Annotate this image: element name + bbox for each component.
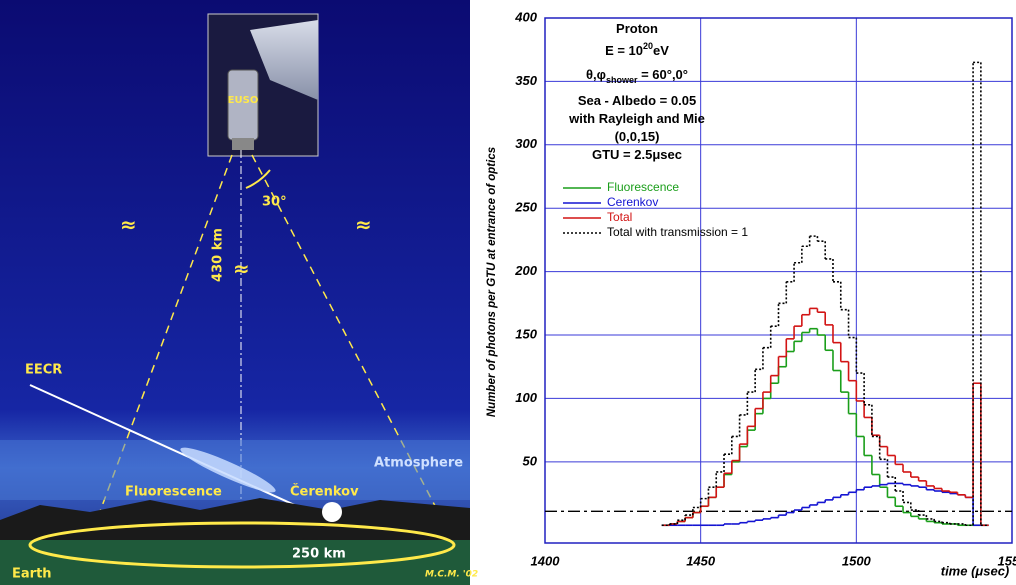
annotation-sub: shower (606, 75, 638, 85)
annotation: θ,φshower = 60°,0° (586, 67, 688, 85)
illustration: EUSO 30° 430 km ≈ ≈ ≈ EECR Fluorescence … (0, 0, 478, 585)
annotation: Sea - Albedo = 0.05 (578, 93, 696, 108)
annotation: Proton (616, 21, 658, 36)
annotation-text: (0,0,15) (615, 129, 660, 144)
y-tick-label: 200 (514, 263, 537, 278)
legend-label: Total (607, 210, 632, 224)
legend-label: Total with transmission = 1 (607, 225, 748, 239)
annotation: with Rayleigh and Mie (568, 111, 705, 126)
y-tick-label: 100 (515, 390, 537, 405)
annotation-text: eV (653, 43, 669, 58)
y-axis-label: Number of photons per GTU at entrance of… (486, 147, 498, 417)
y-tick-label: 400 (514, 9, 537, 24)
telescope-lens (232, 138, 254, 150)
particle-label: EECR (25, 363, 62, 378)
x-tick-label: 1550 (998, 553, 1016, 568)
x-tick-label: 1450 (686, 553, 716, 568)
fluorescence-label: Fluorescence (125, 485, 222, 500)
annotation-text: E = 10 (605, 43, 643, 58)
annotation-text: = 60°,0° (637, 67, 688, 82)
angle-label: 30° (262, 195, 287, 210)
atmosphere-label: Atmosphere (374, 456, 463, 471)
cerenkov-label: Čerenkov (290, 484, 359, 500)
credit: M.C.M. '02 (425, 570, 478, 580)
annotation-text: θ,φ (586, 67, 606, 82)
annotation-text: with Rayleigh and Mie (568, 111, 705, 126)
annotation: (0,0,15) (615, 129, 660, 144)
footprint-label: 250 km (292, 547, 346, 562)
annotation: E = 1020eV (605, 41, 669, 58)
ground (0, 540, 470, 585)
annotation-text: GTU = 2.5μsec (592, 147, 682, 162)
x-tick-label: 1500 (842, 553, 872, 568)
y-tick-label: 350 (515, 73, 537, 88)
annotation-text: Proton (616, 21, 658, 36)
annotation-sup: 20 (643, 41, 653, 51)
figure: EUSO 30° 430 km ≈ ≈ ≈ EECR Fluorescence … (0, 0, 1016, 585)
legend-label: Fluorescence (607, 180, 679, 194)
y-tick-label: 150 (515, 326, 537, 341)
altitude-label: 430 km (211, 228, 226, 282)
annotation: GTU = 2.5μsec (592, 147, 682, 162)
earth-label: Earth (12, 567, 52, 582)
break-symbol: ≈ (120, 213, 137, 237)
y-tick-label: 50 (523, 453, 538, 468)
x-tick-label: 1400 (531, 553, 561, 568)
y-tick-label: 300 (515, 136, 537, 151)
y-tick-label: 250 (514, 200, 537, 215)
cerenkov-flash (322, 502, 342, 522)
break-symbol: ≈ (233, 257, 250, 281)
annotation-text: Sea - Albedo = 0.05 (578, 93, 696, 108)
legend-label: Cerenkov (607, 195, 658, 209)
page: EUSO 30° 430 km ≈ ≈ ≈ EECR Fluorescence … (0, 0, 1016, 585)
instrument-label: EUSO (228, 95, 259, 106)
break-symbol: ≈ (355, 213, 372, 237)
